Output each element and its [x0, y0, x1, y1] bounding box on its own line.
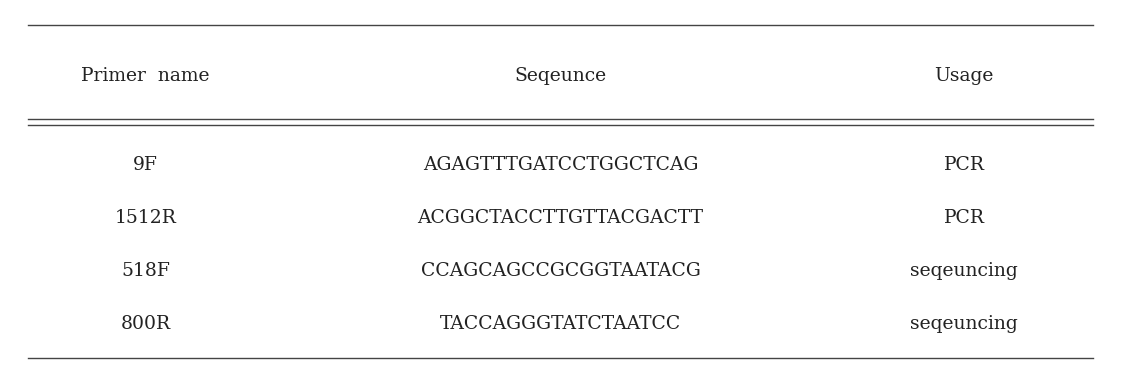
Text: 518F: 518F [121, 262, 170, 280]
Text: PCR: PCR [944, 209, 984, 227]
Text: seqeuncing: seqeuncing [910, 315, 1018, 333]
Text: seqeuncing: seqeuncing [910, 262, 1018, 280]
Text: 800R: 800R [121, 315, 170, 333]
Text: Usage: Usage [935, 67, 993, 85]
Text: ACGGCTACCTTGTTACGACTT: ACGGCTACCTTGTTACGACTT [417, 209, 704, 227]
Text: TACCAGGGTATCTAATCC: TACCAGGGTATCTAATCC [439, 315, 682, 333]
Text: Primer  name: Primer name [82, 67, 210, 85]
Text: CCAGCAGCCGCGGTAATACG: CCAGCAGCCGCGGTAATACG [420, 262, 701, 280]
Text: 9F: 9F [133, 156, 158, 174]
Text: Seqeunce: Seqeunce [515, 67, 606, 85]
Text: PCR: PCR [944, 156, 984, 174]
Text: AGAGTTTGATCCTGGCTCAG: AGAGTTTGATCCTGGCTCAG [423, 156, 698, 174]
Text: 1512R: 1512R [114, 209, 177, 227]
